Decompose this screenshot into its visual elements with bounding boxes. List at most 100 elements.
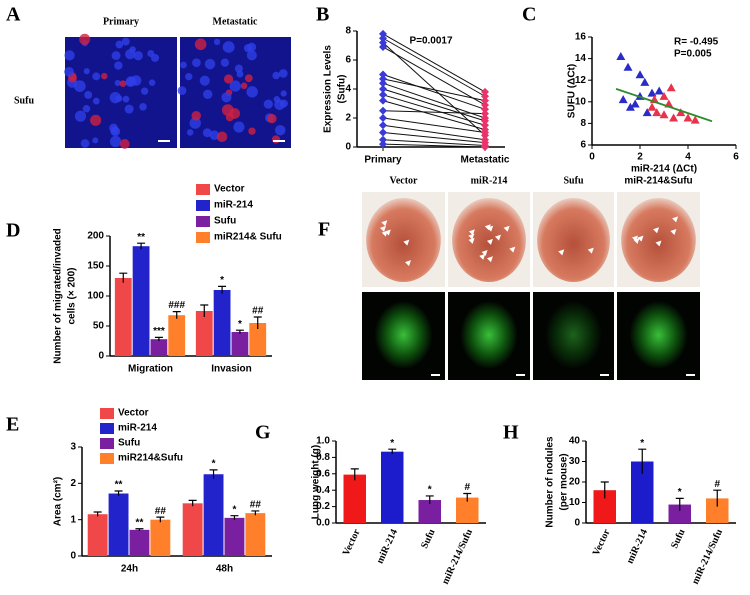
lung-tissue [621,198,696,282]
arrowhead [637,235,644,242]
legend-swatch [100,408,114,419]
x-tick-label: miR-214 [375,528,400,566]
significance: # [714,479,720,490]
annotation: P=0.0017 [409,36,453,47]
bar [108,493,129,556]
x-tick-label: 24h [121,564,138,575]
panel-letter: G [255,422,271,444]
pair-line [382,132,486,144]
significance: ## [155,506,167,517]
error-bar [93,511,102,517]
y-tick-label: 1 [70,514,76,525]
diamond-marker [379,96,387,105]
triangle-marker [659,91,669,100]
error-bar [209,469,218,479]
triangle-marker [616,51,626,60]
diamond-marker [379,42,387,51]
arrowhead [503,225,510,232]
arrowhead [587,247,594,254]
diamond-marker [481,87,489,96]
y-tick-label: 6 [580,140,586,151]
y-tick-label: 0.8 [316,452,330,463]
y-tick-label: 1.0 [316,436,330,447]
nucleus [220,58,230,67]
significance: * [220,275,224,286]
arrowhead [404,260,411,267]
nucleus [119,139,130,149]
triangle-marker [635,70,645,79]
bar [182,503,203,556]
y-tick-label: 50 [93,321,105,332]
pair-line [382,100,486,131]
error-bar [713,489,722,507]
triangle-marker [666,83,676,92]
nucleus [246,50,257,61]
nucleus [267,113,277,124]
legend-label: Vector [118,408,149,419]
legend-swatch [100,438,114,449]
bar [706,498,729,523]
y-tick-label: 0.2 [316,501,330,512]
significance: * [232,504,236,515]
arrowhead [468,237,475,244]
significance: ** [136,517,144,528]
arrowhead [468,229,475,236]
arrowhead [381,220,388,227]
legend-swatch [196,232,210,243]
pair-line [382,42,486,136]
diamond-marker [379,90,387,99]
y-tick-label: 12 [575,75,587,86]
diamond-marker [379,121,387,130]
y-axis-label: (Sufu) [337,75,348,104]
pair-line [382,74,486,110]
nucleus [194,38,207,51]
nucleus [122,95,130,103]
y-tick-label: 40 [569,436,581,447]
y-axis-label: (per mouse) [559,453,570,510]
diamond-marker [481,109,489,118]
x-tick-label: Metastatic [461,155,510,166]
panel-letter: D [6,220,20,242]
pair-line [382,37,486,97]
nucleus [191,110,201,121]
y-tick-label: 0 [574,518,580,529]
diamond-marker [481,128,489,137]
nucleus [125,49,136,60]
panel-letter: B [316,4,329,26]
diamond-marker [481,143,489,151]
bar [114,278,132,356]
legend-label: Sufu [118,438,140,449]
nucleus [279,99,288,108]
annotation: R= -0.495 [674,37,719,48]
bar [213,290,231,356]
arrowhead [486,256,493,263]
diamond-marker [379,29,387,38]
error-bar [235,329,244,334]
fluorescence-glow [545,301,602,369]
error-bar [172,311,181,319]
diamond-marker [379,70,387,79]
significance: * [390,438,394,449]
triangle-marker [640,77,650,86]
bar [87,514,108,556]
pair-line [382,46,486,106]
bar [224,517,245,556]
diamond-marker [481,121,489,130]
significance: # [464,482,470,493]
lung-tissue [452,198,526,282]
panel-letter: F [318,219,330,241]
triangle-marker [642,108,652,117]
nucleus [248,127,256,135]
error-bar [253,316,262,329]
y-tick-label: 3 [70,442,76,453]
x-tick-label: 48h [216,564,233,575]
x-tick-label: Sufu [669,527,688,550]
legend-swatch [100,423,114,434]
nucleus [148,79,156,86]
arrowhead [509,246,516,253]
error-bar [251,510,260,516]
lung-tissue [537,198,610,282]
arrowhead [672,216,679,223]
y-tick-label: 0.4 [316,485,330,496]
panel-a [64,33,291,149]
